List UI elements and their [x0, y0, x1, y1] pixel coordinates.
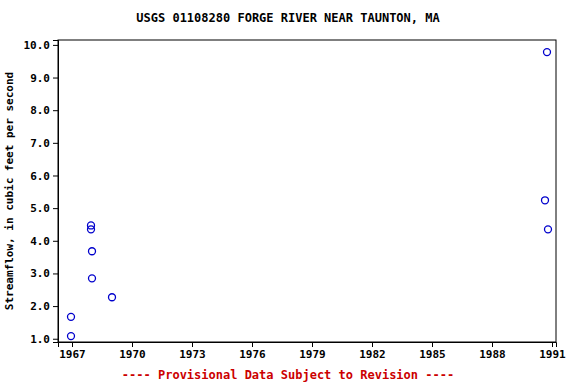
x-tick-mark: [372, 342, 373, 347]
x-tick-label: 1988: [479, 348, 506, 361]
x-axis-line: [59, 343, 557, 348]
x-tick-label: 1982: [359, 348, 386, 361]
y-tick-mark: [53, 45, 58, 46]
x-tick: 1982: [359, 342, 386, 361]
y-tick-mark: [53, 110, 58, 111]
x-tick-mark: [552, 342, 553, 347]
point: [542, 197, 549, 204]
x-tick-mark: [252, 342, 253, 347]
subtitle: ---- Provisional Data Subject to Revisio…: [122, 368, 454, 382]
y-tick: 3.0: [30, 267, 58, 280]
point: [109, 294, 116, 301]
y-tick-label: 6.0: [30, 170, 50, 183]
x-tick-label: 1979: [299, 348, 326, 361]
x-tick: 1967: [59, 342, 86, 361]
y-tick-mark: [53, 175, 58, 176]
y-tick-label: 2.0: [30, 300, 50, 313]
y-tick-mark: [53, 339, 58, 340]
y-tick-mark: [53, 78, 58, 79]
x-tick-mark: [432, 342, 433, 347]
x-tick: 1988: [479, 342, 506, 361]
x-tick: 1976: [239, 342, 266, 361]
y-tick-mark: [53, 143, 58, 144]
y-tick: 9.0: [30, 72, 58, 85]
x-tick-mark: [192, 342, 193, 347]
y-tick: 2.0: [30, 300, 58, 313]
y-tick-mark: [53, 273, 58, 274]
point: [544, 49, 551, 56]
y-tick: 10.0: [24, 39, 59, 52]
y-tick: 1.0: [30, 333, 58, 346]
x-tick-label: 1967: [59, 348, 86, 361]
y-tick: 5.0: [30, 202, 58, 215]
point: [88, 226, 95, 233]
x-tick-label: 1985: [419, 348, 446, 361]
point: [89, 275, 96, 282]
y-tick-mark: [53, 208, 58, 209]
title: USGS 01108280 FORGE RIVER NEAR TAUNTON, …: [136, 11, 440, 25]
y-tick-label: 7.0: [30, 137, 50, 150]
y-tick: 6.0: [30, 170, 58, 183]
x-axis: 1967 1970 1973 1976 1979 1982 1985 1988 1991: [59, 342, 567, 361]
plot-frame: [58, 40, 556, 342]
chart: USGS 01108280 FORGE RIVER NEAR TAUNTON, …: [0, 0, 576, 384]
x-tick: 1985: [419, 342, 446, 361]
point: [68, 313, 75, 320]
y-tick-label: 4.0: [30, 235, 50, 248]
y-tick: 7.0: [30, 137, 58, 150]
y-axis-line: [53, 41, 59, 343]
x-tick: 1970: [119, 342, 146, 361]
y-tick-mark: [53, 241, 58, 242]
y-tick-label: 3.0: [30, 267, 50, 280]
x-tick-mark: [492, 342, 493, 347]
y-axis: 1.0 2.0 3.0 4.0 5.0 6.0 7.0 8.0 9.0 10.0: [24, 39, 59, 346]
x-tick-label: 1991: [539, 348, 566, 361]
point: [68, 333, 75, 340]
points: [68, 49, 552, 340]
x-tick-label: 1970: [119, 348, 146, 361]
y-tick: 8.0: [30, 104, 58, 117]
y-tick-label: 9.0: [30, 72, 50, 85]
x-tick: 1991: [539, 342, 566, 361]
x-tick-label: 1973: [179, 348, 206, 361]
y-tick: 4.0: [30, 235, 58, 248]
y-tick-label: 5.0: [30, 202, 50, 215]
point: [545, 226, 552, 233]
y-tick-label: 8.0: [30, 104, 50, 117]
x-tick: 1979: [299, 342, 326, 361]
x-tick-label: 1976: [239, 348, 266, 361]
x-tick: 1973: [179, 342, 206, 361]
y-tick-label: 10.0: [24, 39, 51, 52]
point: [89, 248, 96, 255]
x-tick-mark: [312, 342, 313, 347]
x-tick-mark: [132, 342, 133, 347]
y-axis-title: Streamflow, in cubic feet per second: [3, 72, 16, 310]
y-tick-label: 1.0: [30, 333, 50, 346]
x-tick-mark: [72, 342, 73, 347]
y-tick-mark: [53, 306, 58, 307]
